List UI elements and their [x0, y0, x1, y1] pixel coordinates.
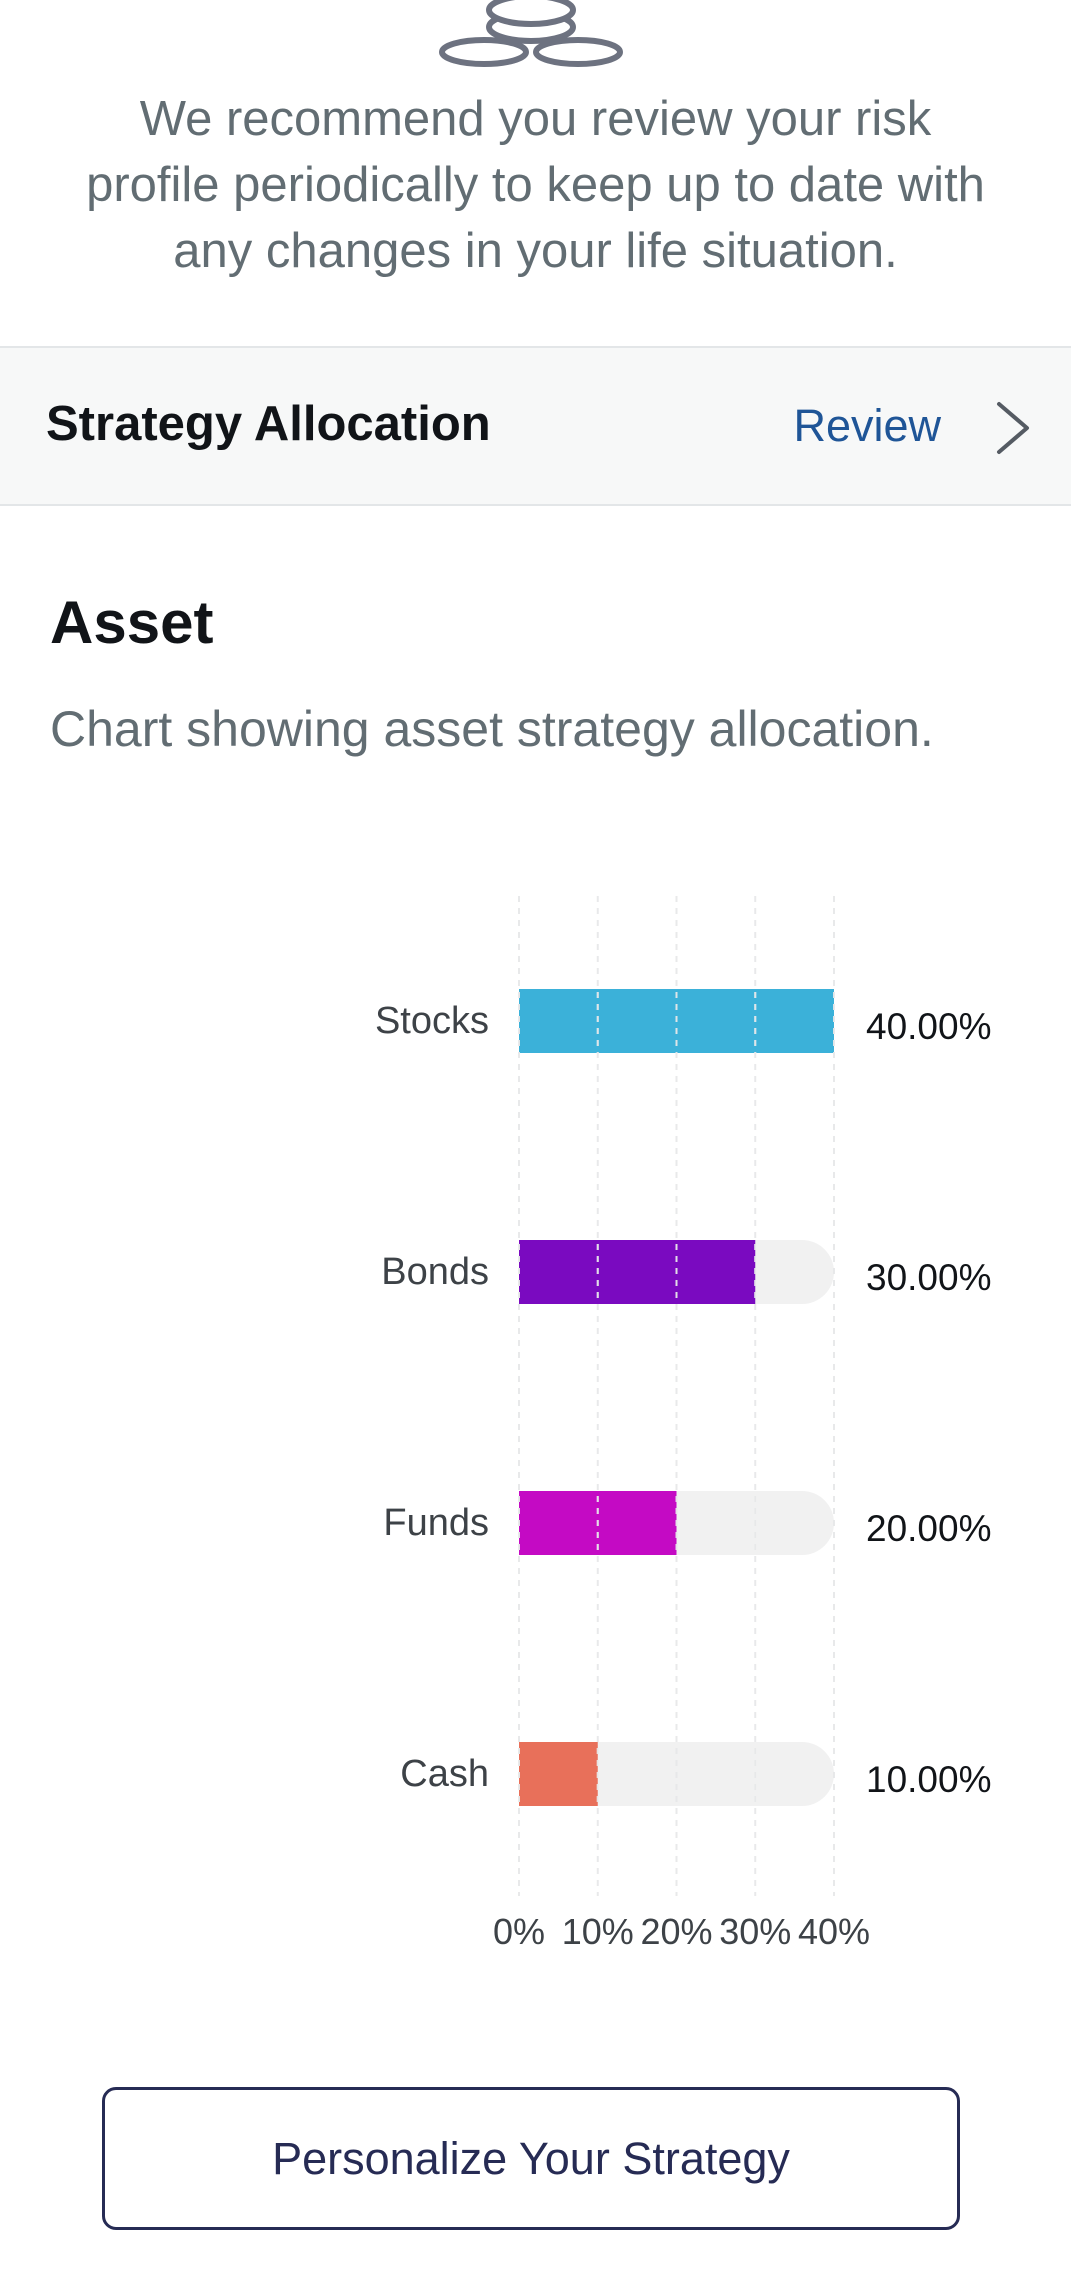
value-label-cash: 10.00% — [866, 1759, 992, 1800]
x-tick-label-0: 0% — [493, 1911, 545, 1952]
strategy-allocation-row[interactable]: Strategy Allocation Review — [0, 346, 1071, 506]
value-label-stocks: 40.00% — [866, 1006, 992, 1047]
x-tick-label-3: 30% — [719, 1911, 791, 1952]
bar-cash — [519, 1742, 598, 1806]
strategy-allocation-title: Strategy Allocation — [46, 397, 491, 451]
risk-profile-notice: We recommend you review your risk profil… — [0, 0, 1071, 346]
risk-review-message: We recommend you review your risk profil… — [86, 92, 985, 278]
review-link[interactable]: Review — [793, 400, 941, 451]
asset-chart-description: Chart showing asset strategy allocation. — [50, 701, 934, 757]
value-label-funds: 20.00% — [866, 1508, 992, 1549]
category-label-stocks: Stocks — [375, 1000, 489, 1042]
asset-allocation-chart: Stocks Bonds Funds Cash 40.00% 30.00% 20.00% 10… — [375, 896, 992, 1952]
coins-icon — [439, 0, 623, 67]
x-tick-label-1: 10% — [562, 1911, 634, 1952]
x-tick-label-4: 40% — [798, 1911, 870, 1952]
x-tick-label-2: 20% — [640, 1911, 712, 1952]
value-label-bonds: 30.00% — [866, 1257, 992, 1298]
category-label-bonds: Bonds — [381, 1251, 489, 1293]
asset-heading: Asset — [50, 589, 214, 656]
chevron-right-icon[interactable] — [993, 398, 1033, 458]
bar-bonds — [519, 1240, 756, 1304]
category-label-funds: Funds — [383, 1502, 489, 1544]
category-label-cash: Cash — [400, 1753, 489, 1795]
personalize-strategy-button[interactable]: Personalize Your Strategy — [102, 2087, 960, 2230]
